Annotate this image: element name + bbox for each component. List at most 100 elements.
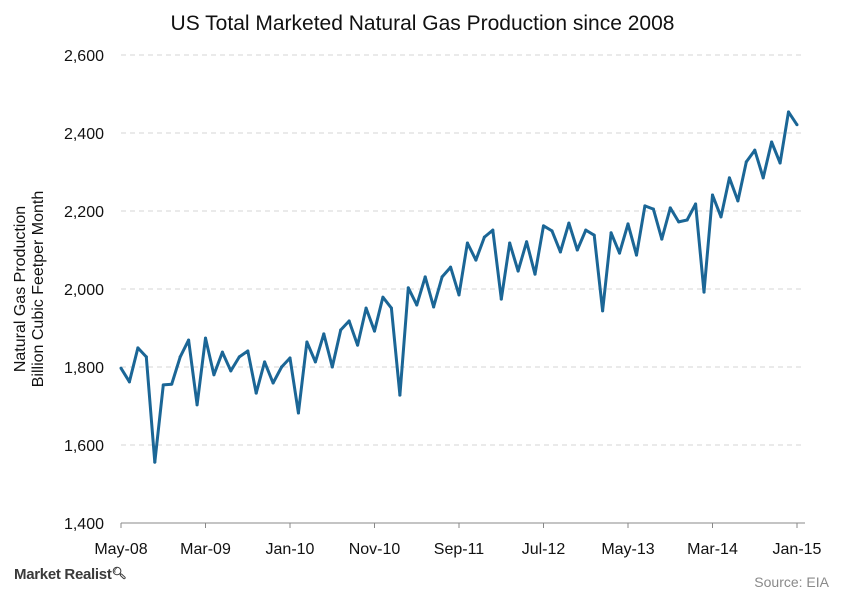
data-point [127, 380, 131, 384]
y-tick-label: 2,000 [64, 282, 104, 299]
data-point [237, 355, 241, 359]
y-tick-label: 2,200 [64, 204, 104, 221]
data-point [744, 160, 748, 164]
data-point [668, 206, 672, 210]
data-point [651, 207, 655, 211]
data-point [440, 275, 444, 279]
data-point [618, 251, 622, 255]
data-point [288, 356, 292, 360]
y-tick-label: 1,800 [64, 360, 104, 377]
data-point [795, 123, 799, 127]
data-point [694, 202, 698, 206]
chart-title: US Total Marketed Natural Gas Production… [170, 12, 675, 35]
x-tick-label: May-08 [94, 541, 147, 558]
data-point [195, 403, 199, 407]
data-point [204, 336, 207, 340]
data-point [313, 360, 317, 364]
data-point [584, 228, 588, 232]
x-tick-label: May-13 [601, 541, 654, 558]
data-point [719, 215, 723, 219]
data-point [406, 286, 410, 290]
source-note: Source: EIA [754, 574, 829, 590]
data-point [525, 240, 529, 244]
data-point [533, 272, 537, 276]
data-point [575, 248, 579, 252]
magnifier-icon: 🔍︎ [111, 566, 127, 580]
data-point [601, 309, 605, 313]
data-point [449, 265, 453, 269]
data-point [736, 199, 740, 203]
data-point [229, 369, 233, 373]
data-point [770, 140, 774, 144]
data-point [491, 228, 495, 232]
brand-text: Market Realist [14, 566, 112, 583]
data-point [465, 241, 469, 245]
data-point [119, 366, 123, 370]
data-point [567, 221, 571, 225]
data-point [474, 258, 478, 262]
data-point [660, 237, 664, 241]
y-tick-label: 1,400 [64, 516, 104, 533]
x-tick-label: Mar-09 [180, 541, 231, 558]
data-point [626, 222, 630, 226]
y-tick-label: 1,600 [64, 438, 104, 455]
data-point [508, 241, 512, 245]
data-point [220, 350, 224, 354]
data-point [609, 231, 613, 235]
data-point [542, 224, 545, 228]
data-point [153, 460, 157, 464]
data-point [339, 328, 343, 332]
data-point [364, 306, 368, 310]
data-point [280, 365, 284, 369]
y-tick-label: 2,400 [64, 126, 104, 143]
data-point [778, 161, 782, 165]
data-point [187, 338, 191, 342]
data-point [592, 233, 596, 237]
y-axis-label-line: Natural Gas Production [12, 206, 29, 372]
x-tick-label: Jan-15 [773, 541, 822, 558]
data-point [330, 365, 334, 369]
data-point [271, 381, 275, 385]
data-point [482, 235, 486, 239]
data-point [677, 220, 681, 224]
data-point [761, 176, 765, 180]
data-point [415, 303, 419, 307]
x-tick-label: Jul-12 [522, 541, 566, 558]
data-point [432, 305, 436, 309]
data-point [347, 319, 351, 323]
x-tick-label: Mar-14 [687, 541, 738, 558]
data-point [516, 269, 520, 273]
data-point [254, 391, 258, 395]
data-point [398, 393, 402, 397]
data-point [305, 340, 309, 344]
data-point [263, 360, 267, 364]
data-point [753, 148, 757, 152]
data-point [685, 218, 689, 222]
data-point [144, 355, 148, 359]
data-point [702, 290, 706, 294]
data-point [423, 275, 427, 279]
data-point [711, 193, 714, 197]
x-tick-label: Sep-11 [434, 541, 485, 558]
data-point [457, 293, 461, 297]
data-point [550, 229, 554, 233]
data-point [499, 297, 503, 301]
data-point [170, 382, 174, 386]
data-point [381, 295, 385, 299]
data-point [161, 383, 165, 387]
data-point [136, 346, 140, 350]
data-point [643, 204, 647, 208]
y-axis-label-line: Billion Cubic Feetper Month [30, 191, 47, 388]
data-point [634, 253, 638, 257]
y-axis-label: Natural Gas ProductionBillion Cubic Feet… [12, 191, 47, 388]
data-point [389, 306, 393, 310]
x-tick-label: Nov-10 [349, 541, 401, 558]
data-point [178, 355, 182, 359]
market-realist-logo: Market Realist🔍︎ [14, 566, 127, 583]
data-point [322, 332, 326, 336]
data-point [212, 373, 216, 377]
data-point [296, 411, 300, 415]
data-point [246, 349, 250, 353]
data-point [373, 329, 376, 333]
